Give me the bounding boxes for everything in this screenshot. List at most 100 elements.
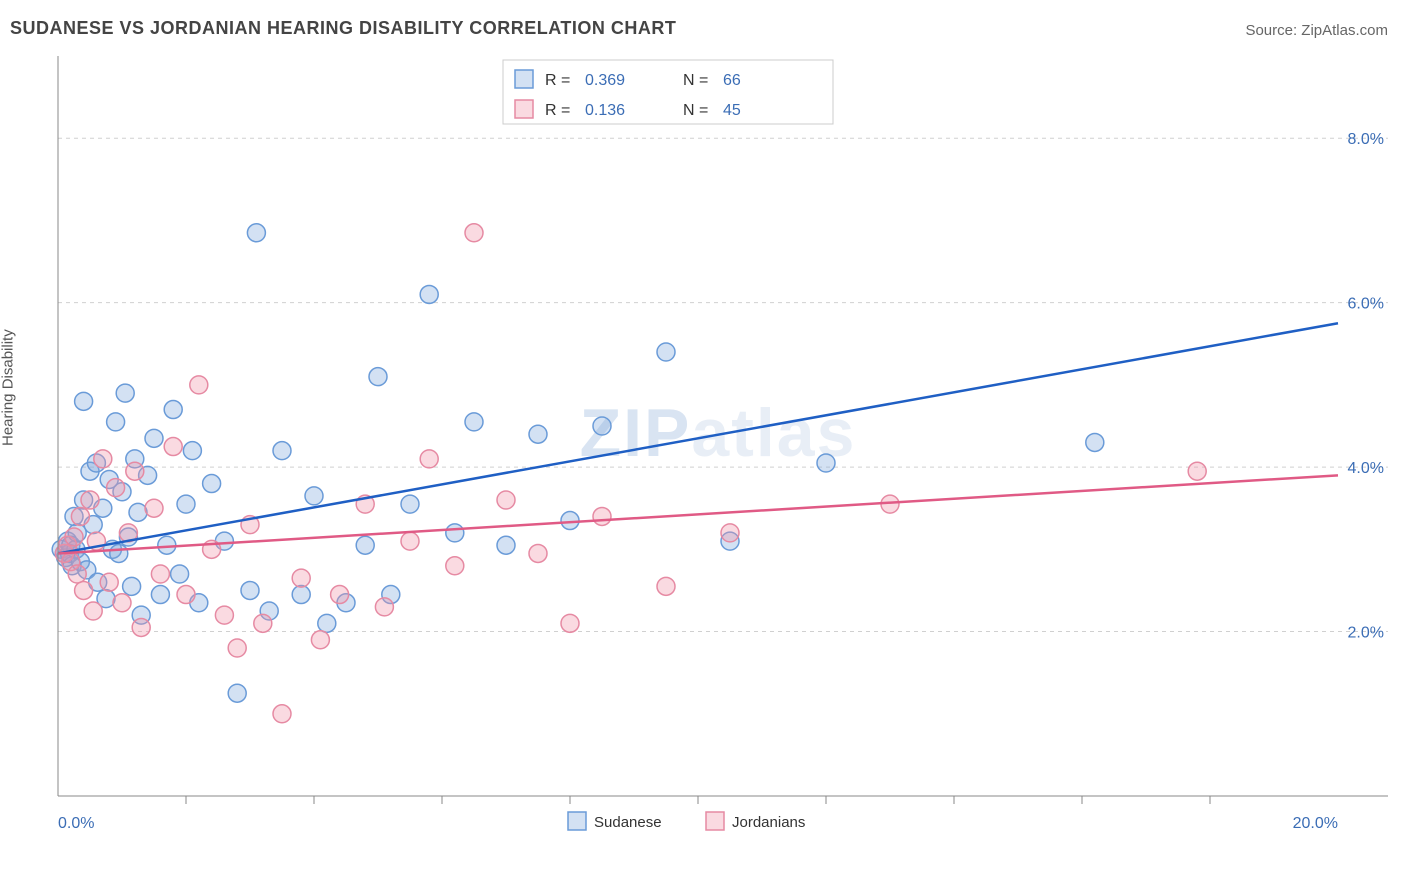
scatter-point (75, 581, 93, 599)
scatter-point (375, 598, 393, 616)
legend-r-label: R = (545, 102, 570, 119)
scatter-point (561, 512, 579, 530)
scatter-point (292, 586, 310, 604)
scatter-point (331, 586, 349, 604)
scatter-point (215, 606, 233, 624)
y-tick-label: 8.0% (1348, 131, 1384, 148)
scatter-point (145, 499, 163, 517)
scatter-point (1188, 462, 1206, 480)
scatter-point (129, 503, 147, 521)
scatter-point (113, 594, 131, 612)
scatter-point (593, 507, 611, 525)
legend-swatch (568, 812, 586, 830)
legend-n-label: N = (683, 72, 708, 89)
scatter-point (273, 442, 291, 460)
scatter-point (529, 544, 547, 562)
scatter-point (247, 224, 265, 242)
scatter-point (529, 425, 547, 443)
scatter-point (561, 614, 579, 632)
scatter-point (420, 450, 438, 468)
y-axis-label: Hearing Disability (0, 329, 17, 446)
scatter-point (94, 450, 112, 468)
scatter-point (721, 524, 739, 542)
scatter-point (177, 495, 195, 513)
scatter-point (401, 495, 419, 513)
scatter-point (311, 631, 329, 649)
scatter-point (190, 376, 208, 394)
scatter-point (228, 684, 246, 702)
scatter-point (132, 618, 150, 636)
scatter-point (497, 536, 515, 554)
scatter-point (116, 384, 134, 402)
scatter-point (593, 417, 611, 435)
legend-swatch (515, 70, 533, 88)
scatter-point (401, 532, 419, 550)
legend-series-name: Jordanians (732, 814, 805, 831)
scatter-point (657, 343, 675, 361)
scatter-point (657, 577, 675, 595)
scatter-point (305, 487, 323, 505)
legend-n-value: 45 (723, 102, 741, 119)
bottom-legend: Sudanese Jordanians (568, 812, 805, 831)
scatter-point (81, 491, 99, 509)
x-tick-label: 20.0% (1293, 815, 1338, 832)
scatter-point (369, 368, 387, 386)
scatter-point (228, 639, 246, 657)
plot-area: ZIPatlas 0.0% 20.0% 2.0% 4.0% 6.0% 8.0% R = 0.… (48, 56, 1388, 836)
scatter-point (107, 413, 125, 431)
scatter-point (151, 565, 169, 583)
scatter-point (203, 475, 221, 493)
scatter-point (145, 429, 163, 447)
scatter-point (254, 614, 272, 632)
legend-swatch (706, 812, 724, 830)
scatter-point (107, 479, 125, 497)
legend-series-name: Sudanese (594, 814, 662, 831)
y-tick-label: 2.0% (1348, 625, 1384, 642)
top-legend: R = 0.369 N = 66 R = 0.136 N = 45 (503, 60, 833, 124)
scatter-point (164, 401, 182, 419)
scatter-point (273, 705, 291, 723)
scatter-point (68, 565, 86, 583)
scatter-point (465, 224, 483, 242)
trend-lines-group (58, 323, 1338, 553)
scatter-point (75, 392, 93, 410)
scatter-point (171, 565, 189, 583)
scatter-point (126, 462, 144, 480)
legend-n-label: N = (683, 102, 708, 119)
scatter-point (183, 442, 201, 460)
x-tick-label: 0.0% (58, 815, 94, 832)
scatter-point (420, 285, 438, 303)
legend-r-label: R = (545, 72, 570, 89)
scatter-point (817, 454, 835, 472)
scatter-point (100, 573, 118, 591)
scatter-point (123, 577, 141, 595)
scatter-points-group (52, 224, 1206, 723)
legend-r-value: 0.136 (585, 102, 625, 119)
chart-container: SUDANESE VS JORDANIAN HEARING DISABILITY… (0, 0, 1406, 892)
scatter-point (497, 491, 515, 509)
trend-line (58, 323, 1338, 553)
scatter-point (446, 557, 464, 575)
scatter-point (164, 438, 182, 456)
source-label: Source: ZipAtlas.com (1245, 22, 1388, 39)
legend-r-value: 0.369 (585, 72, 625, 89)
scatter-point (1086, 433, 1104, 451)
scatter-point (292, 569, 310, 587)
scatter-point (71, 507, 89, 525)
scatter-point (151, 586, 169, 604)
scatter-point (65, 528, 83, 546)
scatter-point (446, 524, 464, 542)
legend-swatch (515, 100, 533, 118)
scatter-point (318, 614, 336, 632)
y-tick-label: 4.0% (1348, 460, 1384, 477)
watermark-text: ZIPatlas (580, 395, 857, 471)
y-tick-label: 6.0% (1348, 296, 1384, 313)
scatter-point (465, 413, 483, 431)
scatter-point (241, 581, 259, 599)
scatter-chart: ZIPatlas 0.0% 20.0% 2.0% 4.0% 6.0% 8.0% R = 0.… (48, 56, 1388, 836)
scatter-point (356, 536, 374, 554)
chart-title: SUDANESE VS JORDANIAN HEARING DISABILITY… (10, 18, 676, 39)
scatter-point (84, 602, 102, 620)
grid-group (58, 138, 1388, 631)
legend-n-value: 66 (723, 72, 741, 89)
